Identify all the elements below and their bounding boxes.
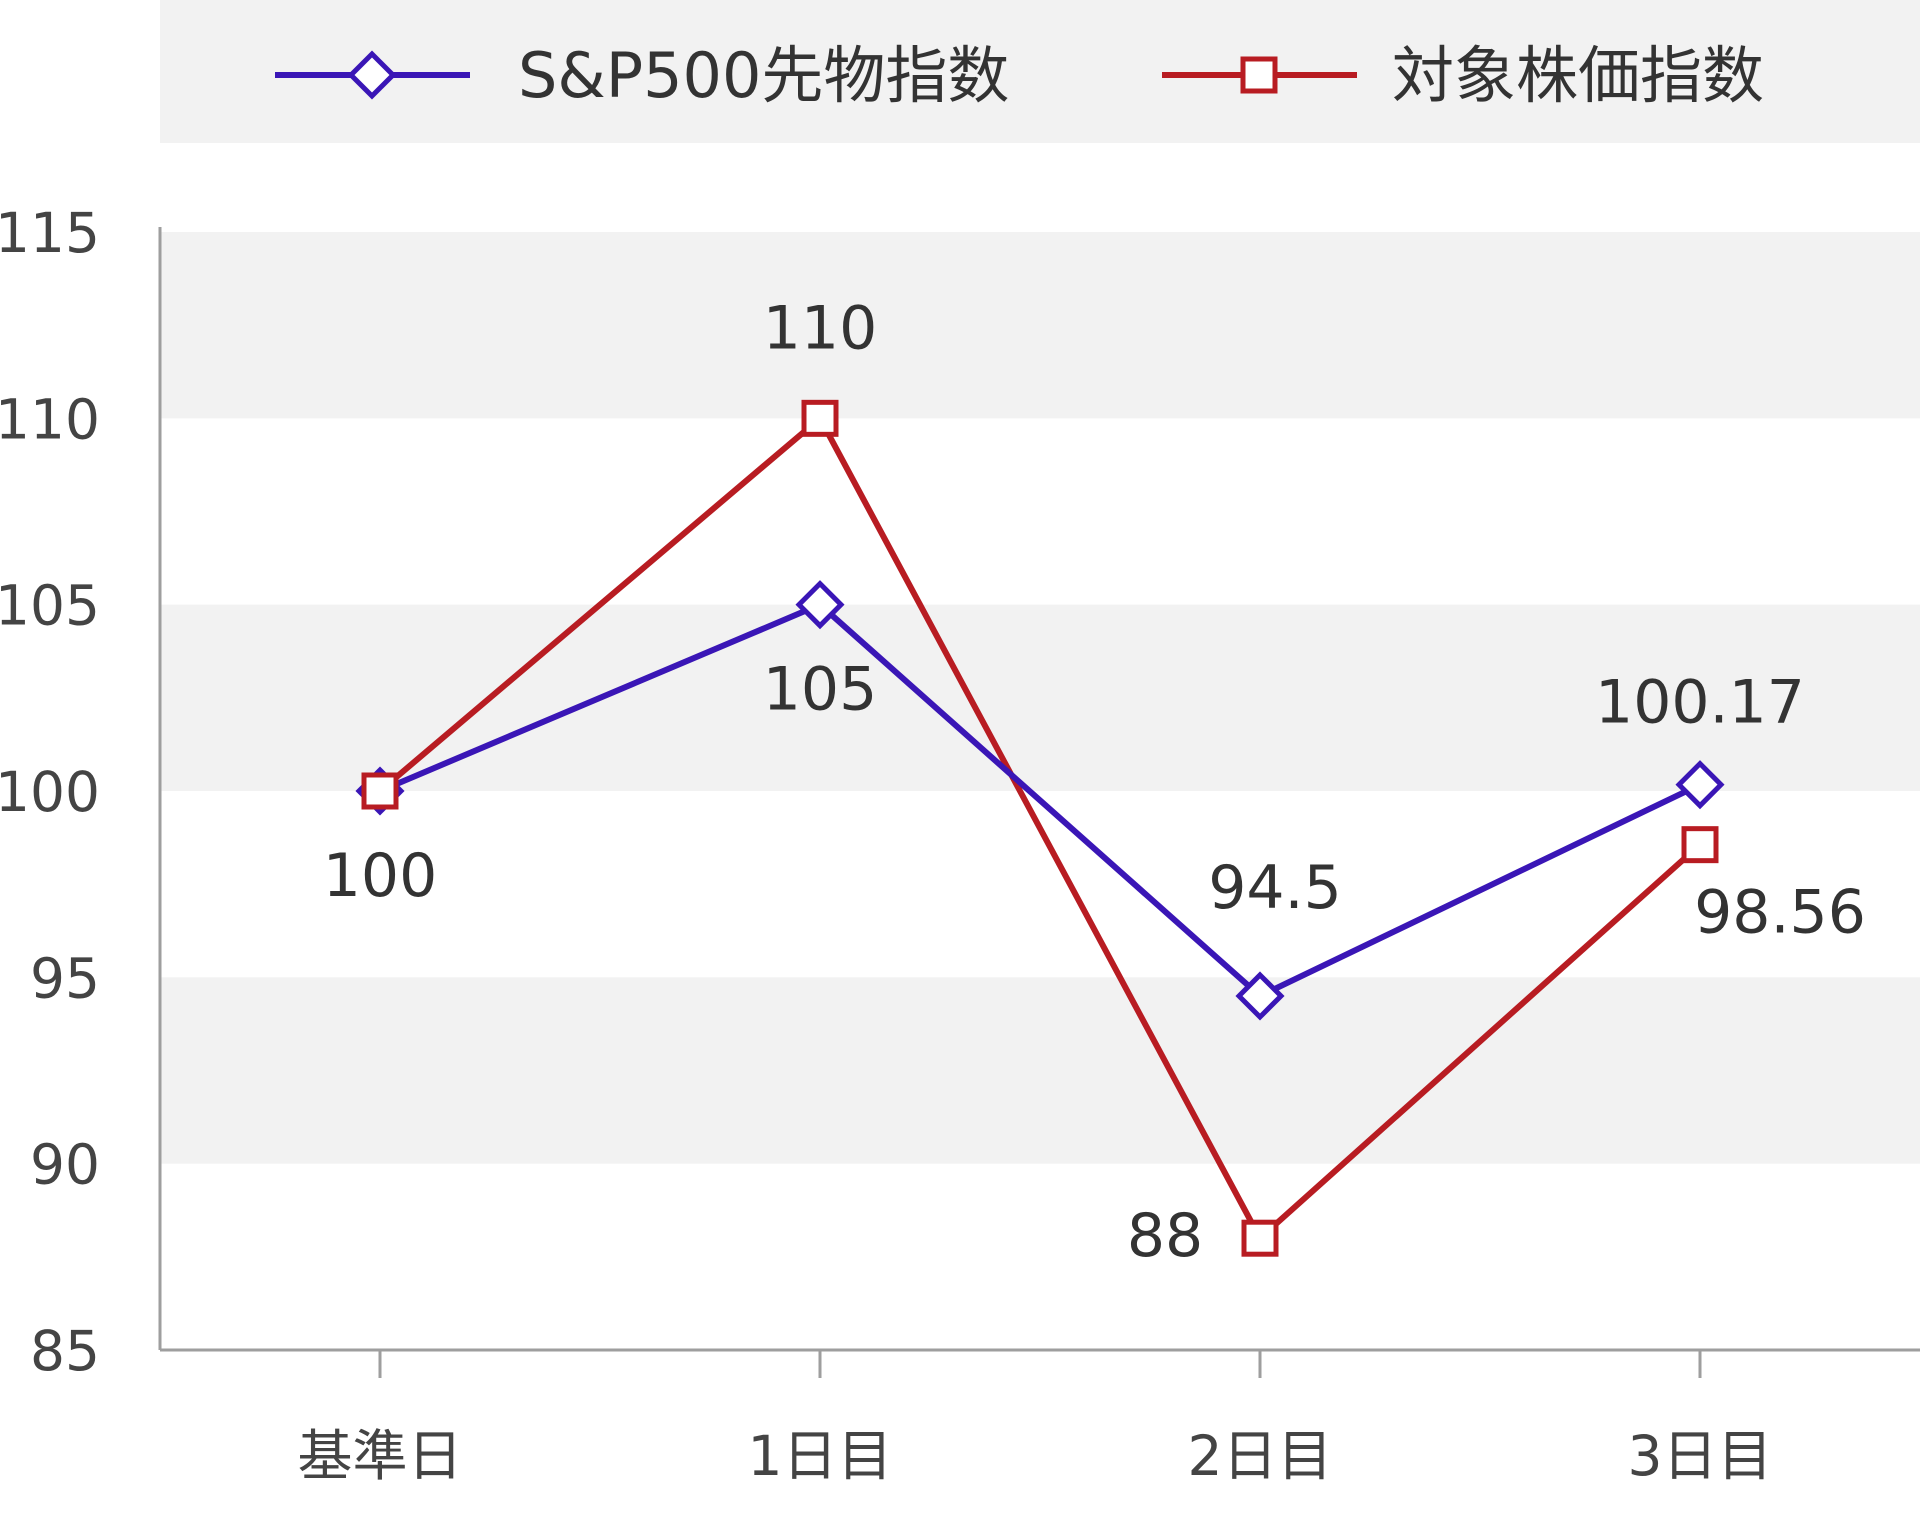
grid-band <box>160 977 1920 1164</box>
legend-marker-icon <box>347 50 397 100</box>
legend-entry: 対象株価指数 <box>1392 39 1764 112</box>
target-index-point <box>801 399 839 437</box>
y-tick-label: 100 <box>0 760 100 824</box>
data-label: 88 <box>1127 1201 1203 1271</box>
data-label: 98.56 <box>1694 878 1866 948</box>
data-label: 105 <box>763 655 878 725</box>
data-label: 94.5 <box>1208 853 1342 923</box>
y-tick-label: 85 <box>30 1319 100 1383</box>
grid-band <box>160 232 1920 419</box>
y-tick-label: 105 <box>0 574 100 638</box>
target-index-point <box>361 772 399 810</box>
y-axis-ticks: 85 90 95 100 105 110 115 <box>0 201 100 1383</box>
legend-background <box>160 0 1920 143</box>
axes <box>158 227 1920 1352</box>
series-line-sp500-futures <box>378 601 1702 1000</box>
y-tick-label: 90 <box>30 1133 100 1197</box>
series-markers <box>355 399 1725 1257</box>
y-tick-label: 110 <box>0 387 100 451</box>
x-tick-label: 3日目 <box>1628 1424 1773 1488</box>
sp500-futures-point <box>1675 760 1725 810</box>
x-tick-label: 基準日 <box>297 1424 462 1488</box>
x-tick-label: 2日目 <box>1188 1424 1333 1488</box>
legend: S&P500先物指数 対象株価指数 <box>160 0 1920 143</box>
grid-bands <box>160 232 1920 1164</box>
target-index-point <box>1681 826 1719 864</box>
sp500-futures-point <box>795 580 845 630</box>
y-tick-label: 115 <box>0 201 100 265</box>
target-index-point <box>1241 1219 1279 1257</box>
sp500-futures-point <box>1235 971 1285 1021</box>
x-axis-ticks: 基準日 1日目 2日目 3日目 <box>297 1350 1773 1488</box>
data-labels: 105 94.5 100.17 100 110 88 98.56 <box>323 293 1866 1271</box>
legend-marker-icon <box>1240 56 1278 94</box>
series-line-target-index <box>378 413 1702 1243</box>
x-tick-label: 1日目 <box>748 1424 893 1488</box>
legend-entry: S&P500先物指数 <box>518 39 1009 112</box>
data-label: 110 <box>763 293 878 363</box>
data-label: 100 <box>323 841 438 911</box>
y-tick-label: 95 <box>30 946 100 1010</box>
data-label: 100.17 <box>1595 668 1805 738</box>
series-lines <box>378 413 1702 1243</box>
